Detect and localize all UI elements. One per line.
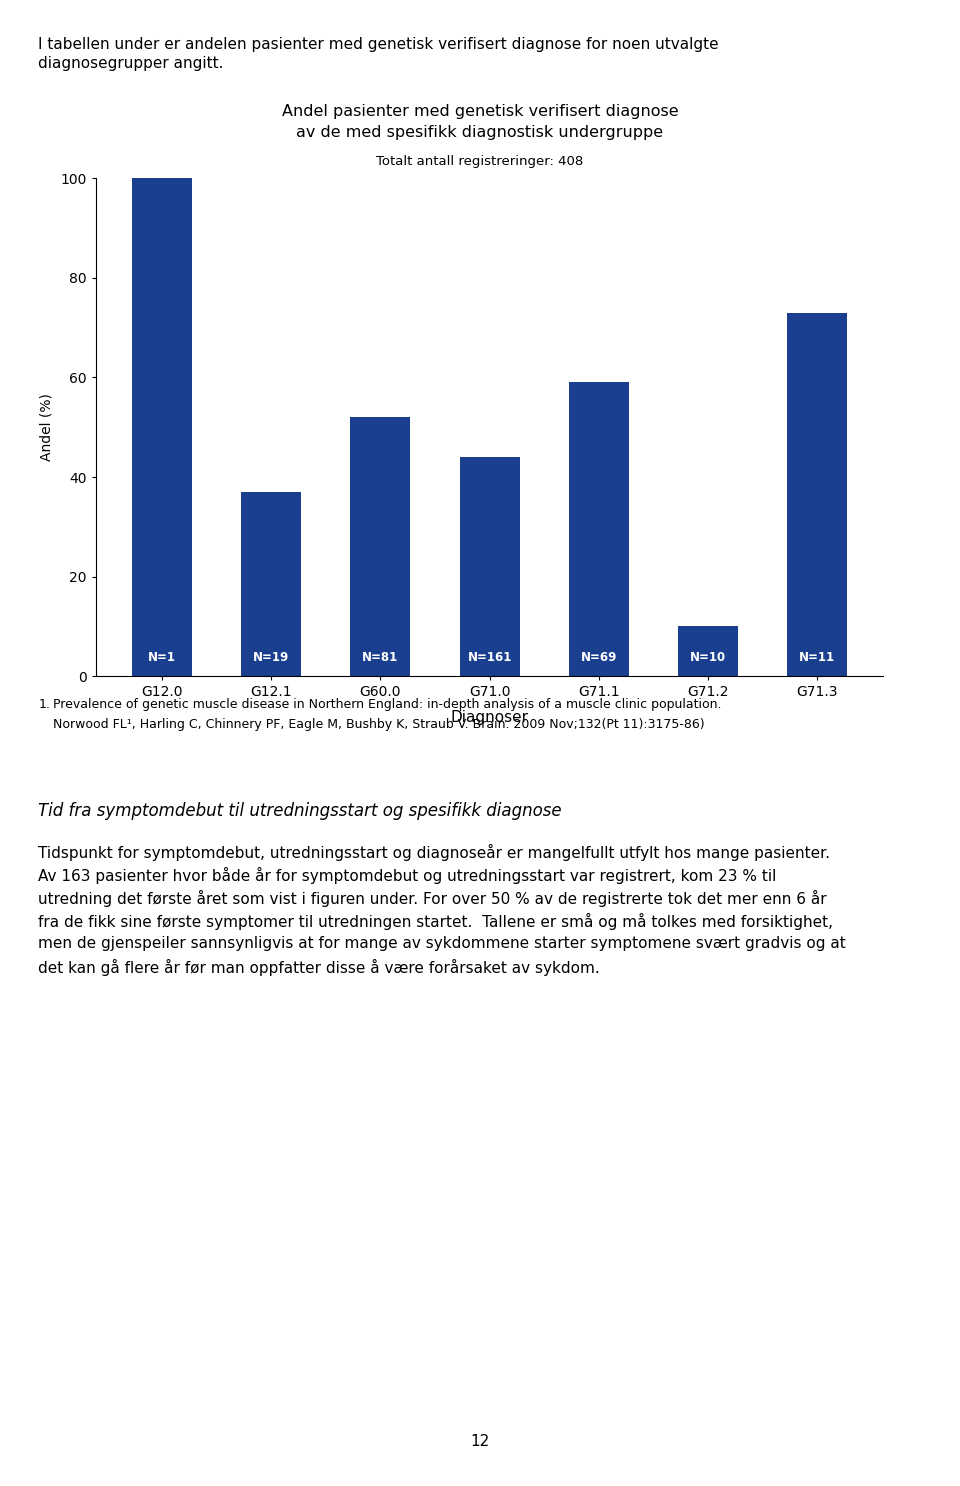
Text: det kan gå flere år før man oppfatter disse å være forårsaket av sykdom.: det kan gå flere år før man oppfatter di… — [38, 960, 600, 976]
Text: diagnosegrupper angitt.: diagnosegrupper angitt. — [38, 56, 224, 71]
Text: 1.: 1. — [38, 698, 50, 712]
Text: N=1: N=1 — [148, 651, 176, 664]
Bar — [678, 627, 738, 676]
Text: utredning det første året som vist i figuren under. For over 50 % av de registre: utredning det første året som vist i fig… — [38, 890, 827, 906]
Text: Tid fra symptomdebut til utredningsstart og spesifikk diagnose: Tid fra symptomdebut til utredningsstart… — [38, 802, 562, 820]
Bar — [241, 492, 301, 676]
Text: Andel pasienter med genetisk verifisert diagnose: Andel pasienter med genetisk verifisert … — [281, 104, 679, 119]
Text: av de med spesifikk diagnostisk undergruppe: av de med spesifikk diagnostisk undergru… — [297, 125, 663, 140]
Bar — [460, 458, 519, 676]
Text: N=11: N=11 — [800, 651, 835, 664]
Text: I tabellen under er andelen pasienter med genetisk verifisert diagnose for noen : I tabellen under er andelen pasienter me… — [38, 37, 719, 52]
Text: Norwood FL¹, Harling C, Chinnery PF, Eagle M, Bushby K, Straub V. Brain. 2009 No: Norwood FL¹, Harling C, Chinnery PF, Eag… — [53, 718, 705, 731]
Text: N=69: N=69 — [581, 651, 617, 664]
X-axis label: Diagnoser: Diagnoser — [450, 710, 529, 725]
Text: fra de fikk sine første symptomer til utredningen startet.  Tallene er små og må: fra de fikk sine første symptomer til ut… — [38, 912, 833, 930]
Text: N=81: N=81 — [362, 651, 398, 664]
Text: N=19: N=19 — [253, 651, 289, 664]
Text: N=10: N=10 — [690, 651, 726, 664]
Text: Av 163 pasienter hvor både år for symptomdebut og utredningsstart var registrert: Av 163 pasienter hvor både år for sympto… — [38, 868, 777, 884]
Bar — [132, 178, 192, 676]
Text: Prevalence of genetic muscle disease in Northern England: in-depth analysis of a: Prevalence of genetic muscle disease in … — [53, 698, 721, 712]
Text: 12: 12 — [470, 1434, 490, 1449]
Y-axis label: Andel (%): Andel (%) — [39, 394, 54, 461]
Bar — [350, 418, 410, 676]
Text: Tidspunkt for symptomdebut, utredningsstart og diagnoseår er mangelfullt utfylt : Tidspunkt for symptomdebut, utredningsst… — [38, 844, 830, 860]
Text: N=161: N=161 — [468, 651, 512, 664]
Text: men de gjenspeiler sannsynligvis at for mange av sykdommene starter symptomene s: men de gjenspeiler sannsynligvis at for … — [38, 936, 846, 951]
Bar — [787, 312, 848, 676]
Bar — [569, 382, 629, 676]
Text: Totalt antall registreringer: 408: Totalt antall registreringer: 408 — [376, 155, 584, 168]
